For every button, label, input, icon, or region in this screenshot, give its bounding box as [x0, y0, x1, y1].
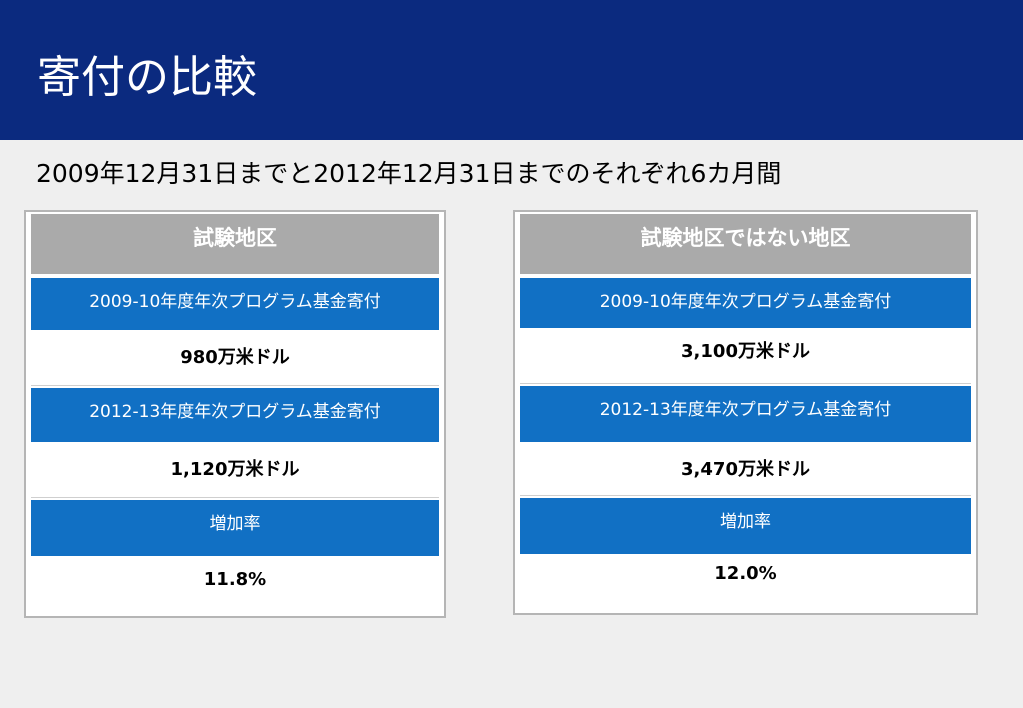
row-divider: [31, 385, 439, 386]
slide-title: 寄付の比較: [37, 52, 257, 103]
row-value: 980万米ドル: [31, 330, 439, 388]
row-divider: [31, 497, 439, 498]
pilot-districts-table: 試験地区 2009-10年度年次プログラム基金寄付 980万米ドル 2012-1…: [24, 210, 446, 618]
table-header: 試験地区: [31, 214, 439, 274]
row-label: 2012-13年度年次プログラム基金寄付: [520, 386, 971, 442]
row-value-text: 3,470万米ドル: [681, 459, 810, 480]
row-value: 3,100万米ドル: [520, 328, 971, 386]
row-label: 増加率: [520, 498, 971, 554]
row-label: 2009-10年度年次プログラム基金寄付: [31, 278, 439, 330]
row-value-text: 11.8%: [203, 569, 267, 590]
row-value-text: 3,100万米ドル: [681, 341, 810, 362]
row-value-text: 980万米ドル: [180, 347, 290, 368]
row-divider: [520, 383, 971, 384]
non-pilot-districts-table: 試験地区ではない地区 2009-10年度年次プログラム基金寄付 3,100万米ド…: [513, 210, 978, 615]
table-header-label: 試験地区ではない地区: [640, 226, 851, 250]
title-banner: 寄付の比較: [0, 0, 1023, 140]
row-label-text: 増加率: [209, 514, 261, 534]
table-header-label: 試験地区: [193, 226, 277, 250]
row-label: 2009-10年度年次プログラム基金寄付: [520, 278, 971, 328]
row-label: 2012-13年度年次プログラム基金寄付: [31, 388, 439, 442]
row-divider: [520, 495, 971, 496]
table-header: 試験地区ではない地区: [520, 214, 971, 274]
row-value: 3,470万米ドル: [520, 442, 971, 498]
row-value: 11.8%: [31, 556, 439, 612]
row-value-text: 12.0%: [714, 563, 777, 584]
row-label-text: 2009-10年度年次プログラム基金寄付: [89, 292, 381, 312]
row-value-text: 1,120万米ドル: [170, 459, 300, 480]
slide-subtitle: 2009年12月31日までと2012年12月31日までのそれぞれ6カ月間: [36, 159, 782, 188]
row-label: 増加率: [31, 500, 439, 556]
row-value: 12.0%: [520, 554, 971, 609]
row-label-text: 増加率: [720, 512, 771, 532]
row-label-text: 2012-13年度年次プログラム基金寄付: [599, 400, 892, 420]
row-label-text: 2012-13年度年次プログラム基金寄付: [89, 402, 381, 422]
row-value: 1,120万米ドル: [31, 442, 439, 500]
row-label-text: 2009-10年度年次プログラム基金寄付: [599, 292, 892, 312]
